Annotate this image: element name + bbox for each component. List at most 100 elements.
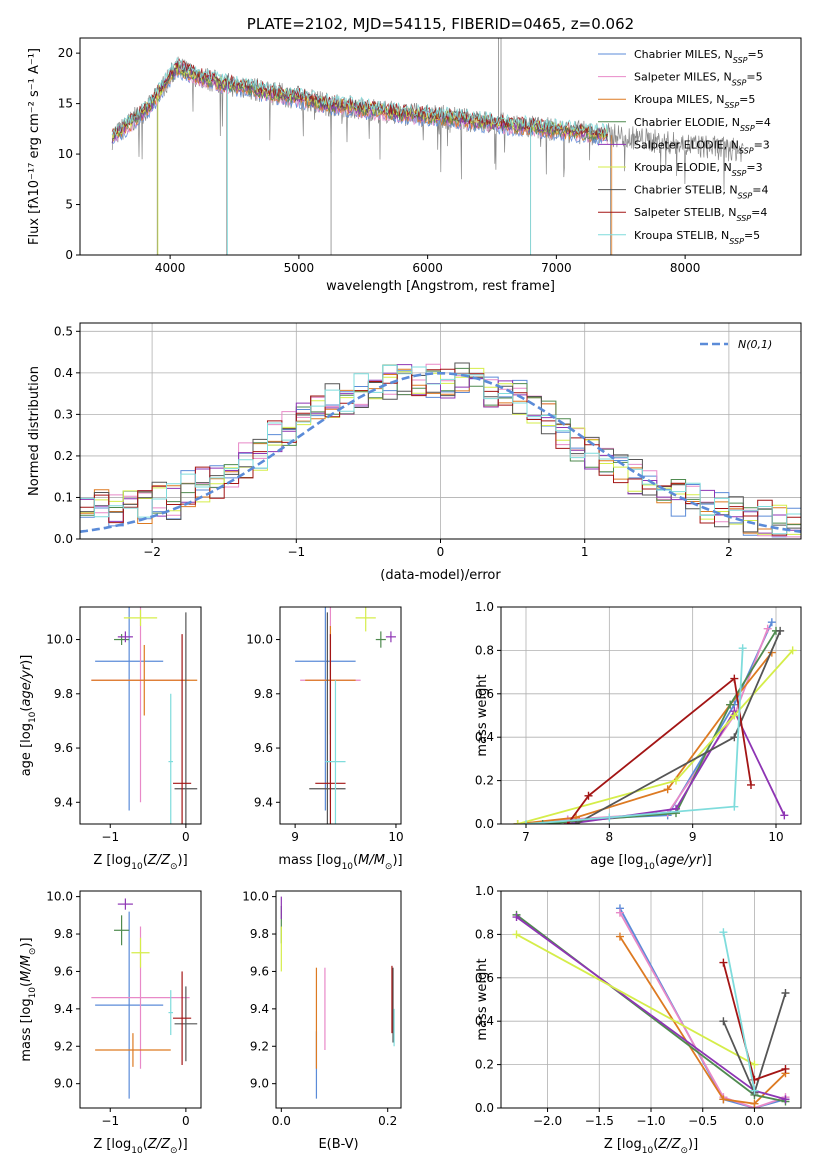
legend-nssp-value: 5 <box>753 229 760 242</box>
data-point-marker <box>572 820 580 824</box>
y-tick-label: 0.2 <box>54 449 73 463</box>
axes-massweight-vs-age: 7 8 9 10 0.0 0.2 0.4 0.6 0.8 1.0 age [log10(age/yr… <box>475 600 802 872</box>
y-tick-label: 9.2 <box>250 1039 269 1053</box>
data-point-marker <box>738 644 747 653</box>
y-tick-label: 0 <box>65 248 73 262</box>
histogram-step <box>80 362 801 533</box>
data-point-marker <box>776 626 785 635</box>
legend-entry: N(0,1) <box>738 338 772 351</box>
y-tick-label: 9.8 <box>254 687 273 701</box>
legend-prefix: N <box>728 206 736 219</box>
legend-entry: Kroupa STELIB, NSSP=5 <box>634 229 760 246</box>
x-tick-label: 0.0 <box>272 1114 291 1128</box>
legend-prefix: N <box>716 93 724 106</box>
legend-nssp-value: 5 <box>757 48 764 61</box>
legend-nssp-value: 4 <box>764 116 771 129</box>
legend-nssp-value: 5 <box>756 71 763 84</box>
x-tick-label: 1 <box>581 545 589 559</box>
legend-model: Kroupa MILES <box>634 93 709 106</box>
x-tick-label: −2 <box>143 545 161 559</box>
data-point-marker <box>513 820 522 824</box>
y-axis-label: Normed distribution <box>27 366 42 496</box>
y-tick-label: 20 <box>58 46 73 60</box>
legend-subscript: SSP <box>732 78 747 87</box>
plot-area <box>513 618 797 824</box>
x-tick-label: 6000 <box>412 261 443 275</box>
legend-prefix: N <box>721 229 729 242</box>
x-axis-label: Z [log10(Z/Z⊙)] <box>604 1137 698 1156</box>
data-point-marker <box>750 1060 759 1069</box>
y-tick-label: 0.4 <box>475 1014 494 1028</box>
axes-frame-mass-vs-EBV <box>275 890 402 1109</box>
axes-age-vs-mass: 9 10 9.4 9.6 9.8 10.0 mass [log10(M/M⊙)] <box>246 606 404 872</box>
axes-massweight-vs-Z: −2.0 −1.5 −1.0 −0.5 0.0 0.0 0.2 0.4 0.6 0.8 1.0 Z [… <box>475 884 802 1156</box>
series-line <box>566 676 752 824</box>
legend-prefix: N <box>723 161 731 174</box>
y-tick-label: 0.5 <box>54 324 73 338</box>
legend-subscript: SSP <box>724 101 739 110</box>
legend-model: Salpeter STELIB <box>634 206 721 219</box>
x-axis-label: age [log10(age/yr)] <box>590 853 712 872</box>
legend-entry: Chabrier STELIB, NSSP=4 <box>634 184 768 201</box>
data-point-marker <box>605 813 614 822</box>
legend-model: Salpeter MILES <box>634 71 716 84</box>
y-tick-label: 9.4 <box>254 795 273 809</box>
x-tick-label: 5000 <box>284 261 315 275</box>
y-tick-label: 0.8 <box>475 643 494 657</box>
x-tick-label: 9 <box>689 830 697 844</box>
x-axis-label: wavelength [Angstrom, rest frame] <box>326 279 555 294</box>
series-line <box>517 621 773 824</box>
legend-model: Chabrier STELIB <box>634 184 722 197</box>
histogram-step <box>80 364 801 534</box>
chart-title: PLATE=2102, MJD=54115, FIBERID=0465, z=0… <box>247 15 634 33</box>
y-tick-label: 0.4 <box>475 730 494 744</box>
x-tick-label: −1 <box>101 830 119 844</box>
data-point-marker <box>730 674 739 683</box>
y-tick-label: 15 <box>58 97 73 111</box>
x-tick-label: 9 <box>291 830 299 844</box>
histogram-step <box>80 367 801 535</box>
y-tick-label: 0.0 <box>475 817 494 831</box>
y-axis-label: mass weight <box>475 958 490 1040</box>
x-tick-label: −1 <box>287 545 305 559</box>
x-axis-label: mass [log10(M/M⊙)] <box>278 853 402 872</box>
data-point-marker <box>726 700 735 709</box>
y-tick-label: 0.3 <box>54 407 73 421</box>
legend-nssp-value: 3 <box>756 161 763 174</box>
data-point-marker <box>663 785 672 794</box>
y-tick-label: 0.6 <box>475 971 494 985</box>
legend-subscript: SSP <box>738 191 753 200</box>
gaussian-curve <box>80 372 801 533</box>
y-tick-label: 9.4 <box>54 1002 73 1016</box>
y-axis-label: mass [log10(M/M⊙)] <box>19 937 38 1061</box>
data-point-marker <box>747 780 755 789</box>
y-tick-label: 9.0 <box>54 1077 73 1091</box>
axes-mass-vs-Z: −1 0 9.0 9.2 9.4 9.6 9.8 10.0 Z [log10(Z/Z⊙)] mas… <box>19 890 202 1156</box>
data-point-marker <box>781 1064 790 1073</box>
x-tick-label: 7 <box>522 830 530 844</box>
y-tick-label: 9.6 <box>54 741 73 755</box>
legend-entry: Chabrier MILES, NSSP=5 <box>634 48 764 65</box>
axes-residuals: −2 −1 0 1 2 0.0 0.1 0.2 0.3 0.4 0.5 (data-model)/er… <box>27 322 802 583</box>
x-tick-label: −2.0 <box>533 1114 562 1128</box>
series-line <box>722 932 756 1091</box>
y-tick-label: 9.0 <box>250 1077 269 1091</box>
y-axis-label: Flux [fλ10⁻¹⁷ erg cm⁻² s⁻¹ A⁻¹] <box>27 48 42 245</box>
legend-entry: Salpeter STELIB, NSSP=4 <box>634 206 767 223</box>
x-tick-label: 8000 <box>670 261 701 275</box>
legend-subscript: SSP <box>733 56 748 65</box>
data-point-marker <box>730 733 739 742</box>
x-tick-label: −1 <box>101 1114 119 1128</box>
x-axis-label: Z [log10(Z/Z⊙)] <box>93 1137 187 1156</box>
x-tick-label: 2 <box>725 545 733 559</box>
y-axis-label: mass weight <box>475 674 490 756</box>
y-tick-label: 0.6 <box>475 687 494 701</box>
legend-entry: Chabrier ELODIE, NSSP=4 <box>634 116 771 133</box>
x-axis-label: E(B-V) <box>318 1137 358 1152</box>
x-tick-label: −1.0 <box>636 1114 665 1128</box>
y-tick-label: 5 <box>65 198 73 212</box>
y-tick-label: 9.8 <box>54 687 73 701</box>
series-line <box>619 912 786 1108</box>
x-tick-label: 7000 <box>541 261 572 275</box>
